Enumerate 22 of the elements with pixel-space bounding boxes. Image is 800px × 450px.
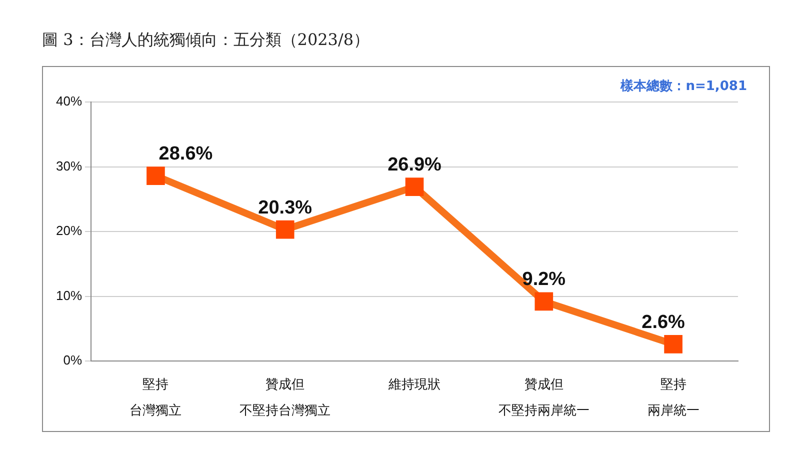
y-tick-label: 30% (56, 158, 82, 174)
point (146, 166, 165, 185)
x-tick-label: 維持現狀 (388, 377, 441, 392)
chart-title: 圖 3：台灣人的統獨傾向：五分類（2023/8） (42, 30, 370, 51)
y-tick-label: 10% (56, 288, 82, 303)
point (664, 335, 682, 354)
x-tick-label: 贊成但不堅持兩岸統一 (498, 377, 590, 418)
point (534, 292, 554, 311)
y-tick-label: 20% (56, 223, 82, 238)
point (276, 220, 294, 239)
point (405, 178, 424, 196)
data-label: 28.6% (158, 144, 213, 165)
x-tick-label: 堅持兩岸統一 (647, 377, 700, 418)
x-tick-label: 堅持台灣獨立 (130, 377, 182, 418)
y-tick-label: 0% (63, 352, 82, 368)
y-tick-label: 40% (56, 94, 82, 109)
data-label: 2.6% (642, 312, 686, 333)
x-tick-label: 贊成但不堅持台灣獨立 (240, 377, 331, 418)
data-label: 20.3% (258, 197, 312, 218)
text: 樣本總數：n=1,081 (620, 78, 747, 95)
data-label: 26.9% (388, 154, 442, 176)
data-label: 9.2% (522, 269, 566, 290)
